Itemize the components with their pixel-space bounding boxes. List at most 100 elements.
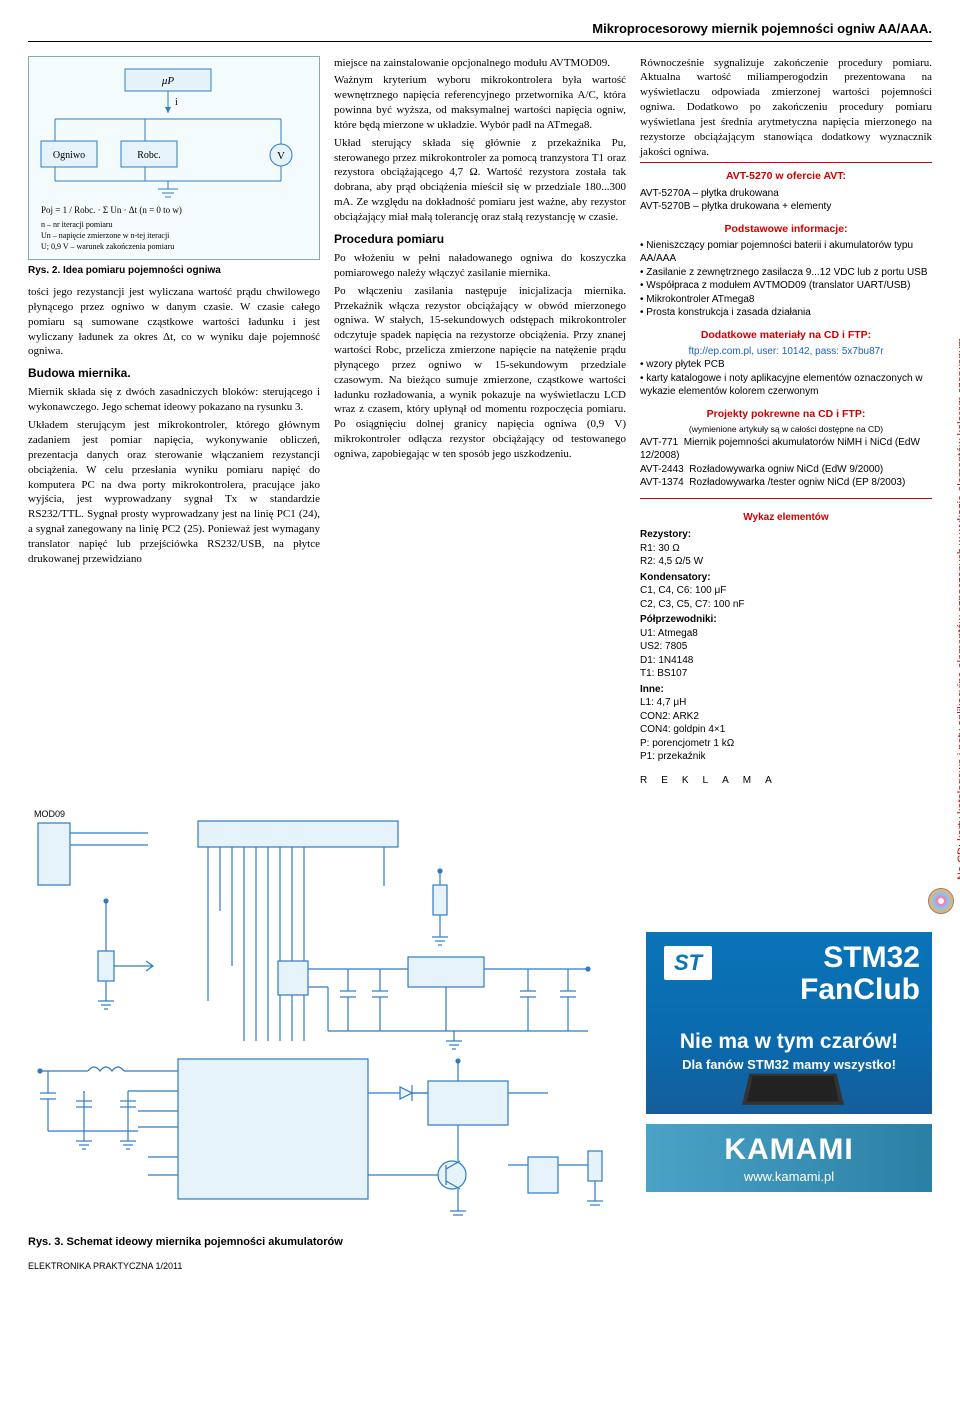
info-title3: Dodatkowe materiały na CD i FTP:	[640, 328, 932, 342]
info-title1: AVT-5270 w ofercie AVT:	[640, 169, 932, 183]
page-title: Mikroprocesorowy miernik pojemności ogni…	[28, 20, 932, 42]
svg-text:4u7: 4u7	[94, 1077, 109, 1087]
col3-p1: Równocześnie sygnalizuje zakończenie pro…	[640, 56, 932, 160]
svg-text:+5: +5	[34, 1059, 44, 1069]
svg-text:C2: C2	[368, 1005, 380, 1015]
info-m2: • karty katalogowe i noty aplikacyjne el…	[640, 372, 932, 399]
wykaz-cap-h: Kondensatory:	[640, 571, 932, 585]
kamami-ad: KAMAMI www.kamami.pl	[646, 1124, 932, 1192]
wykaz-s2: US2: 7805	[640, 640, 932, 654]
fig2-n2: Un – napięcie zmierzone w n-tej iteracji	[41, 231, 170, 240]
svg-text:30: 30	[450, 899, 460, 909]
svg-text:100n: 100n	[28, 1114, 46, 1123]
info-r2: AVT-2443 Rozładowywarka ogniw NiCd (EdW …	[640, 463, 932, 477]
wykaz-r2: R2: 4,5 Ω/5 W	[640, 555, 932, 569]
svg-text:CON2: CON2	[528, 1145, 553, 1155]
wykaz-inne-h: Inne:	[640, 683, 932, 697]
svg-text:PB0: PB0	[222, 1038, 232, 1055]
wykaz-r1: R1: 30 Ω	[640, 542, 932, 556]
svg-text:GND: GND	[68, 1153, 89, 1163]
fig2-arrow-label: i	[175, 97, 178, 108]
svg-text:R2: R2	[606, 1153, 618, 1163]
svg-text:US2: US2	[428, 945, 446, 955]
col2-p2: Ważnym kryterium wyboru mikrokontrolera …	[334, 73, 626, 132]
fig2-n3: U; 0,9 V – warunek zakończenia pomiaru	[41, 242, 174, 251]
svg-text:4148: 4148	[388, 1113, 408, 1123]
wykaz-semi-h: Półprzewodniki:	[640, 613, 932, 627]
fig2-caption: Rys. 2. Idea pomiaru pojemności ogniwa	[28, 264, 320, 278]
col2-p1: miejsce na zainstalowanie opcjonalnego m…	[334, 56, 626, 71]
svg-text:22: 22	[160, 1123, 170, 1133]
svg-text:T1: T1	[430, 1191, 441, 1201]
wykaz-s1: U1: Atmega8	[640, 627, 932, 641]
svg-text:CON2: CON2	[274, 999, 299, 1009]
wykaz-i5: P1: przekaźnik	[640, 750, 932, 764]
wykaz-i1: L1: 4,7 μH	[640, 696, 932, 710]
svg-text:100u: 100u	[330, 1015, 350, 1025]
figure-2: μP i Ogniwo Robc. V	[28, 56, 320, 260]
fig2-n1: n – nr iteracji pomiaru	[41, 220, 113, 229]
svg-text:+5: +5	[98, 889, 108, 899]
svg-text:CON4: CON4	[34, 889, 59, 899]
wykaz-c2: C2, C3, C5, C7: 100 nF	[640, 598, 932, 612]
wykaz-res-h: Rezystory:	[640, 528, 932, 542]
svg-text:AA/AAA: AA/AAA	[522, 1197, 555, 1207]
kamami-url: www.kamami.pl	[744, 1168, 834, 1186]
wykaz-i4: P: porencjometr 1 kΩ	[640, 737, 932, 751]
svg-text:C1: C1	[334, 1005, 346, 1015]
svg-text:U1: U1	[178, 1205, 190, 1215]
svg-text:13: 13	[248, 1042, 257, 1051]
fig2-up: μP	[161, 75, 175, 87]
svg-text:100u: 100u	[64, 1124, 82, 1133]
svg-text:8: 8	[164, 1107, 169, 1117]
svg-text:7: 7	[132, 1057, 137, 1067]
stm-sub: Dla fanów STM32 mamy wszystko!	[646, 1056, 932, 1074]
svg-text:C4: C4	[556, 1005, 568, 1015]
svg-text:14: 14	[228, 1042, 237, 1051]
info-b4: • Mikrokontroler ATmega8	[640, 293, 932, 307]
wykaz-s4: T1: BS107	[640, 667, 932, 681]
svg-text:2: 2	[450, 989, 455, 999]
footer: ELEKTRONIKA PRAKTYCZNA 1/2011	[28, 1260, 932, 1272]
fig2-eq: Poj = 1 / Robc. · Σ Un · Δt (n = 0 to w)	[41, 205, 182, 215]
fig2-v: V	[277, 150, 285, 162]
svg-text:C3: C3	[516, 1005, 528, 1015]
wykaz-i2: CON2: ARK2	[640, 710, 932, 724]
svg-text:PB7: PB7	[298, 1038, 308, 1055]
svg-text:+: +	[334, 977, 339, 987]
col2-h1: Procedura pomiaru	[334, 231, 626, 247]
svg-text:L1: L1	[94, 1051, 104, 1061]
svg-text:100n: 100n	[362, 1015, 382, 1025]
fig2-block1: Ogniwo	[53, 150, 85, 161]
svg-text:9: 9	[322, 1042, 327, 1051]
svg-text:C7: C7	[112, 1113, 124, 1123]
st-logo: ST	[664, 946, 712, 980]
col1-h1: Budowa miernika.	[28, 365, 320, 381]
fig3-caption: Rys. 3. Schemat ideowy miernika pojemnoś…	[28, 1235, 932, 1250]
svg-text:+U: +U	[318, 949, 330, 959]
svg-text:PD5: PD5	[282, 1038, 292, 1056]
info-b2: • Zasilanie z zewnętrznego zasilacza 9..…	[640, 266, 932, 280]
col2-p3: Układ sterujący składa się głównie z prz…	[334, 136, 626, 225]
svg-text:+5: +5	[452, 1049, 462, 1059]
svg-text:+5: +5	[584, 953, 594, 963]
col2-p4: Po włożeniu w pełni naładowanego ogniwa …	[334, 251, 626, 281]
chip-icon	[742, 1074, 844, 1105]
col1-p3: Układem sterującym jest mikrokontroler, …	[28, 418, 320, 566]
svg-text:100u: 100u	[510, 1015, 530, 1025]
info-b3: • Współpraca z modułem AVTMOD09 (transla…	[640, 279, 932, 293]
info-m1: • wzory płytek PCB	[640, 358, 932, 372]
stm-big: STM32FanClub	[800, 942, 920, 1005]
info-box: AVT-5270 w ofercie AVT: AVT-5270A – płyt…	[640, 162, 932, 498]
info-r1: AVT-771 Miernik pojemności akumulatorów …	[640, 436, 932, 463]
svg-text:11: 11	[288, 1042, 297, 1051]
svg-text:4: 4	[372, 1171, 377, 1181]
svg-text:CON4: CON4	[178, 1216, 201, 1225]
svg-text:+5: +5	[434, 859, 444, 869]
stm32-ad: ST STM32FanClub Nie ma w tym czarów! Dla…	[646, 932, 932, 1114]
info-b1: • Nieniszczący pomiar pojemności baterii…	[640, 239, 932, 266]
info-title4: Projekty pokrewne na CD i FTP:	[640, 407, 932, 421]
svg-text:+: +	[70, 1089, 75, 1099]
svg-text:Dis1: Dis1	[200, 807, 218, 817]
svg-text:25: 25	[160, 1171, 170, 1181]
